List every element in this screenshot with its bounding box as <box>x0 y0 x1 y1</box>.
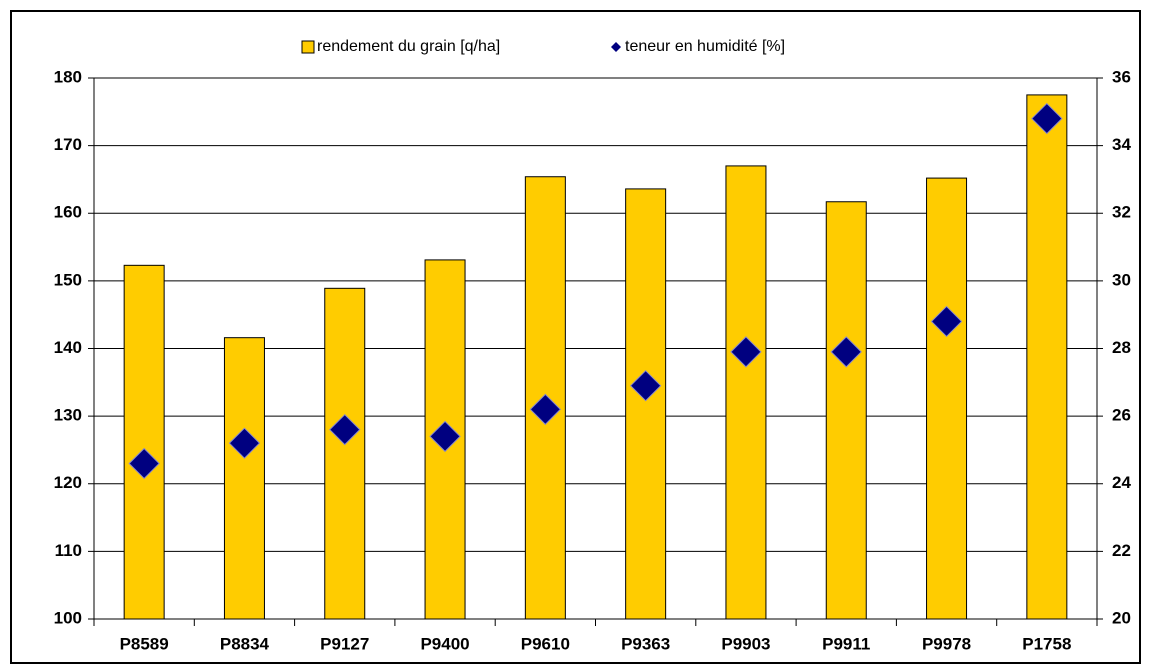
legend-label: teneur en humidité [%] <box>625 38 785 55</box>
marker <box>1031 102 1063 135</box>
y2-tick-label: 22 <box>1112 541 1131 560</box>
y-tick-label: 120 <box>54 473 82 492</box>
y-tick-label: 180 <box>54 67 82 86</box>
y2-tick-label: 26 <box>1112 406 1131 425</box>
bar <box>926 177 968 620</box>
bar <box>123 264 165 620</box>
x-tick-label: P9127 <box>320 634 369 653</box>
marker <box>429 420 461 453</box>
bar <box>825 201 867 620</box>
marker <box>730 336 762 368</box>
x-tick-label: P9978 <box>922 634 971 653</box>
y-tick-label: 140 <box>54 338 82 357</box>
chart-border <box>10 10 1141 664</box>
marker <box>329 413 361 446</box>
y2-tick-label: 20 <box>1112 608 1131 627</box>
marker <box>930 305 963 338</box>
y-tick-label: 170 <box>54 135 82 154</box>
x-tick-label: P1758 <box>1022 634 1071 653</box>
marker <box>629 369 662 402</box>
y2-tick-label: 32 <box>1112 203 1131 222</box>
y-tick-label: 130 <box>54 406 82 425</box>
y-tick-label: 110 <box>55 541 82 560</box>
y2-tick-label: 30 <box>1112 270 1131 289</box>
bar <box>625 188 667 620</box>
bar <box>223 337 265 620</box>
y2-tick-label: 24 <box>1112 473 1131 492</box>
y-tick-label: 160 <box>54 203 82 222</box>
x-tick-label: P9610 <box>521 634 570 653</box>
legend-swatch <box>301 40 315 54</box>
y2-tick-label: 28 <box>1112 338 1131 357</box>
legend-swatch <box>611 42 621 52</box>
y-tick-label: 150 <box>54 270 82 289</box>
bar <box>725 165 767 620</box>
y2-tick-label: 34 <box>1112 135 1131 154</box>
plot-border <box>93 77 1098 620</box>
marker <box>830 336 862 368</box>
marker <box>529 393 562 426</box>
x-tick-label: P8589 <box>120 634 169 653</box>
y-tick-label: 100 <box>54 608 82 627</box>
y2-tick-label: 36 <box>1112 67 1131 86</box>
x-tick-label: P9903 <box>721 634 770 653</box>
legend-label: rendement du grain [q/ha] <box>317 38 500 55</box>
bar <box>324 287 366 620</box>
x-tick-label: P9400 <box>420 634 469 653</box>
bar <box>1026 94 1068 620</box>
marker <box>228 427 261 459</box>
x-tick-label: P9363 <box>621 634 670 653</box>
marker <box>128 447 160 480</box>
x-tick-label: P9911 <box>822 634 870 653</box>
x-tick-label: P8834 <box>220 634 270 653</box>
